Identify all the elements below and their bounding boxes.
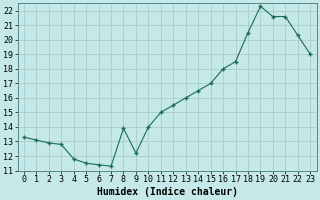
X-axis label: Humidex (Indice chaleur): Humidex (Indice chaleur) bbox=[97, 186, 237, 197]
